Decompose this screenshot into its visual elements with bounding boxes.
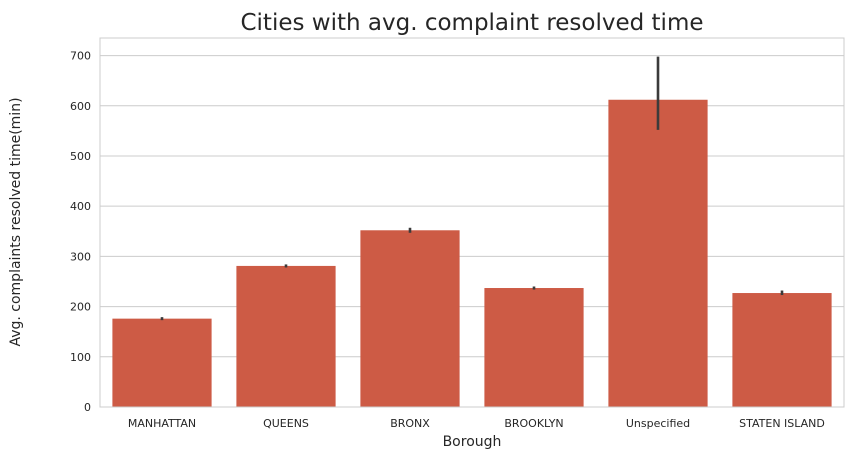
- bar: [112, 318, 212, 407]
- y-tick-label: 500: [70, 150, 91, 163]
- x-tick-label: BROOKLYN: [504, 417, 563, 430]
- x-tick-label: STATEN ISLAND: [739, 417, 825, 430]
- bar: [236, 265, 336, 407]
- error-bars: [160, 56, 784, 321]
- y-tick-label: 700: [70, 50, 91, 63]
- grid-lines: [100, 55, 844, 408]
- bar: [732, 293, 832, 407]
- bars: [112, 99, 832, 407]
- x-tick-label: QUEENS: [263, 417, 309, 430]
- x-tick-label: BRONX: [390, 417, 430, 430]
- bar: [360, 230, 460, 407]
- x-axis-label: Borough: [443, 434, 502, 450]
- y-tick-label: 100: [70, 351, 91, 364]
- y-tick-label: 600: [70, 100, 91, 113]
- plot-frame: [99, 37, 845, 408]
- x-tick-label: Unspecified: [626, 417, 690, 430]
- y-tick-label: 200: [70, 301, 91, 314]
- chart-title: Cities with avg. complaint resolved time: [240, 10, 703, 36]
- y-tick-labels: 0 100 200 300 400 500 600 700: [70, 50, 91, 414]
- y-tick-label: 300: [70, 250, 91, 263]
- bar: [484, 288, 584, 407]
- bar: [608, 99, 708, 407]
- x-tick-label: MANHATTAN: [128, 417, 196, 430]
- y-tick-label: 400: [70, 200, 91, 213]
- axes: [99, 37, 845, 408]
- y-axis-label: Avg. complaints resolved time(min): [8, 97, 24, 346]
- x-tick-labels: MANHATTAN QUEENS BRONX BROOKLYN Unspecified S…: [128, 417, 825, 430]
- y-tick-label: 0: [84, 401, 91, 414]
